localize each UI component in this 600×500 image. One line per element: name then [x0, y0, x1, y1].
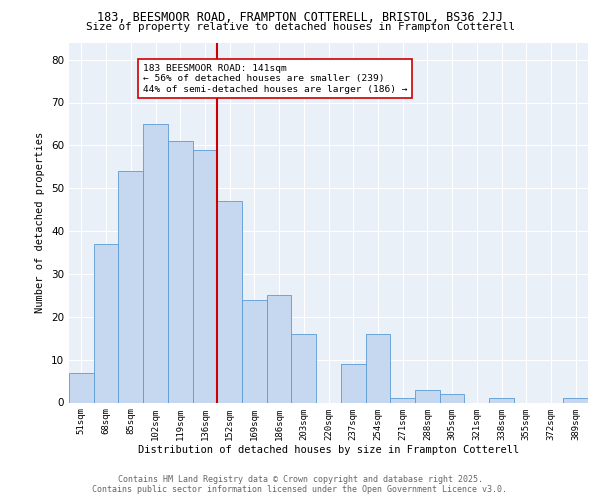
Bar: [143, 124, 168, 402]
Bar: [267, 296, 292, 403]
Text: 183 BEESMOOR ROAD: 141sqm
← 56% of detached houses are smaller (239)
44% of semi: 183 BEESMOOR ROAD: 141sqm ← 56% of detac…: [143, 64, 407, 94]
Bar: [390, 398, 415, 402]
Bar: [217, 201, 242, 402]
Text: Contains HM Land Registry data © Crown copyright and database right 2025.
Contai: Contains HM Land Registry data © Crown c…: [92, 474, 508, 494]
Bar: [489, 398, 514, 402]
Bar: [415, 390, 440, 402]
Bar: [341, 364, 365, 403]
Bar: [563, 398, 588, 402]
Bar: [193, 150, 217, 402]
Y-axis label: Number of detached properties: Number of detached properties: [35, 132, 46, 313]
Bar: [440, 394, 464, 402]
Bar: [292, 334, 316, 402]
Bar: [69, 372, 94, 402]
Bar: [168, 141, 193, 403]
Bar: [94, 244, 118, 402]
Text: 183, BEESMOOR ROAD, FRAMPTON COTTERELL, BRISTOL, BS36 2JJ: 183, BEESMOOR ROAD, FRAMPTON COTTERELL, …: [97, 11, 503, 24]
Bar: [242, 300, 267, 403]
Bar: [118, 171, 143, 402]
X-axis label: Distribution of detached houses by size in Frampton Cotterell: Distribution of detached houses by size …: [138, 445, 519, 455]
Bar: [365, 334, 390, 402]
Text: Size of property relative to detached houses in Frampton Cotterell: Size of property relative to detached ho…: [86, 22, 515, 32]
